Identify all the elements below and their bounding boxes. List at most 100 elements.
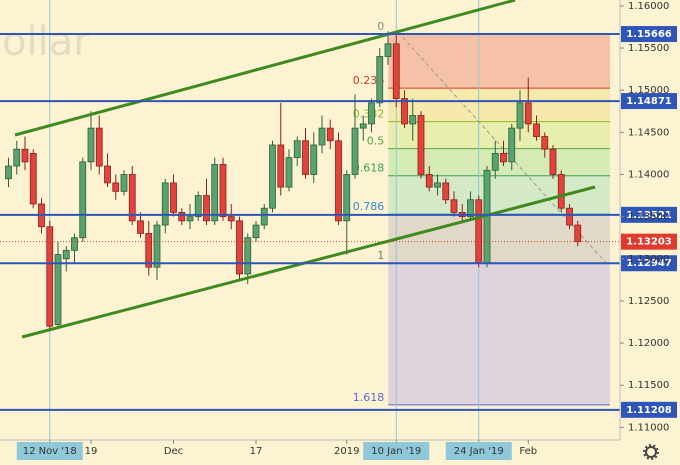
candle-body <box>541 136 549 150</box>
candle-body <box>491 153 499 171</box>
level-label: 1.13521 <box>626 210 672 221</box>
channel-lower <box>21 185 596 339</box>
candle-body <box>500 153 507 163</box>
level-tag <box>621 401 677 418</box>
candle-body <box>516 102 524 129</box>
candle-body <box>508 127 516 163</box>
gear[interactable] <box>645 446 657 458</box>
fib-label: 1 <box>377 249 384 262</box>
candle-body <box>145 233 153 268</box>
fib-label: 0.786 <box>353 200 385 213</box>
watermark: ollar <box>2 19 90 65</box>
candle-body <box>236 220 243 275</box>
candle-body <box>153 224 161 268</box>
candle-body <box>170 182 177 213</box>
candle-body <box>186 216 194 222</box>
channel-upper <box>14 0 516 137</box>
candle-body <box>219 163 227 218</box>
candle-body <box>310 144 318 175</box>
x-tick-label: 17 <box>250 446 263 457</box>
y-tick-label: 1.12000 <box>628 338 669 349</box>
fib-label: 1.618 <box>353 391 385 404</box>
candle-body <box>161 182 169 226</box>
candle-body <box>211 163 219 222</box>
level-tag <box>621 255 677 272</box>
level-tag <box>621 26 677 43</box>
candle-body <box>203 195 210 222</box>
y-tick-label: 1.13000 <box>628 254 669 265</box>
candle-body <box>549 148 557 175</box>
y-tick-label: 1.11000 <box>628 422 669 433</box>
y-tick-label: 1.15500 <box>628 43 669 54</box>
candle-body <box>62 249 70 260</box>
candle-body <box>87 127 95 163</box>
candle-body <box>450 199 458 213</box>
candle-body <box>392 43 400 100</box>
candle-body <box>137 220 144 234</box>
level-label: 1.15666 <box>626 29 672 40</box>
candle-body <box>21 148 29 163</box>
gear-teeth[interactable] <box>643 444 659 460</box>
candle-body <box>120 174 128 192</box>
candle-body <box>285 157 293 188</box>
candle-body <box>29 153 37 205</box>
settings-icon[interactable] <box>643 444 659 460</box>
x-tick-label: 2019 <box>334 446 359 457</box>
fib-zone <box>388 214 610 264</box>
candle-body <box>269 144 276 209</box>
candle-body <box>318 127 326 146</box>
candle-body <box>302 140 309 175</box>
candle-body <box>293 140 301 159</box>
y-tick-label: 1.16000 <box>628 1 669 12</box>
y-tick-label: 1.15000 <box>628 85 669 96</box>
candle-body <box>260 207 268 226</box>
candle-body <box>368 102 375 125</box>
candle-body <box>417 115 425 175</box>
level-label: 1.12947 <box>626 258 672 269</box>
y-tick-label: 1.13500 <box>628 212 669 223</box>
candle-body <box>384 43 392 57</box>
level-tag <box>621 206 677 223</box>
fib-label: 0.5 <box>367 135 385 148</box>
candle-body <box>95 127 103 167</box>
candle-body <box>54 254 62 325</box>
candle-body <box>475 199 483 264</box>
candle-body <box>351 127 359 175</box>
candle-body <box>467 199 474 218</box>
candle-body <box>335 140 342 222</box>
y-tick-label: 1.12500 <box>628 296 669 307</box>
candle-body <box>194 195 202 218</box>
candle-body <box>178 212 186 222</box>
candle-body <box>244 237 252 275</box>
fib-zone <box>388 263 610 405</box>
candle-body <box>434 182 441 188</box>
candle-body <box>376 56 384 104</box>
candle-body <box>277 144 285 188</box>
current-price-tag <box>621 233 677 250</box>
y-tick-label: 1.11500 <box>628 380 669 391</box>
fib-zone <box>388 175 610 215</box>
x-tick-label: Dec <box>164 446 183 457</box>
fib-label: 0.618 <box>353 162 385 175</box>
x-tick-label: 10 Jan '19 <box>371 446 421 457</box>
current-price-label: 1.13203 <box>626 237 672 248</box>
candle-body <box>112 182 120 192</box>
x-tick-highlight <box>16 442 83 460</box>
y-tick-label: 1.14000 <box>628 169 669 180</box>
candle-body <box>557 174 565 209</box>
candle-body <box>425 174 433 188</box>
level-tag <box>621 93 677 110</box>
level-label: 1.14871 <box>626 96 672 107</box>
fib-zone <box>388 34 610 89</box>
candle-body <box>401 98 408 125</box>
fib-zone <box>388 148 610 176</box>
x-tick-label: Feb <box>519 446 537 457</box>
y-tick-label: 1.14500 <box>628 127 669 138</box>
candle-body <box>104 165 111 184</box>
candle-body <box>326 127 334 142</box>
candle-body <box>524 102 532 125</box>
candle-body <box>533 123 540 137</box>
level-label: 1.11208 <box>626 405 672 416</box>
x-tick-highlight <box>445 442 512 460</box>
x-tick-label: 24 Jan '19 <box>454 446 504 457</box>
